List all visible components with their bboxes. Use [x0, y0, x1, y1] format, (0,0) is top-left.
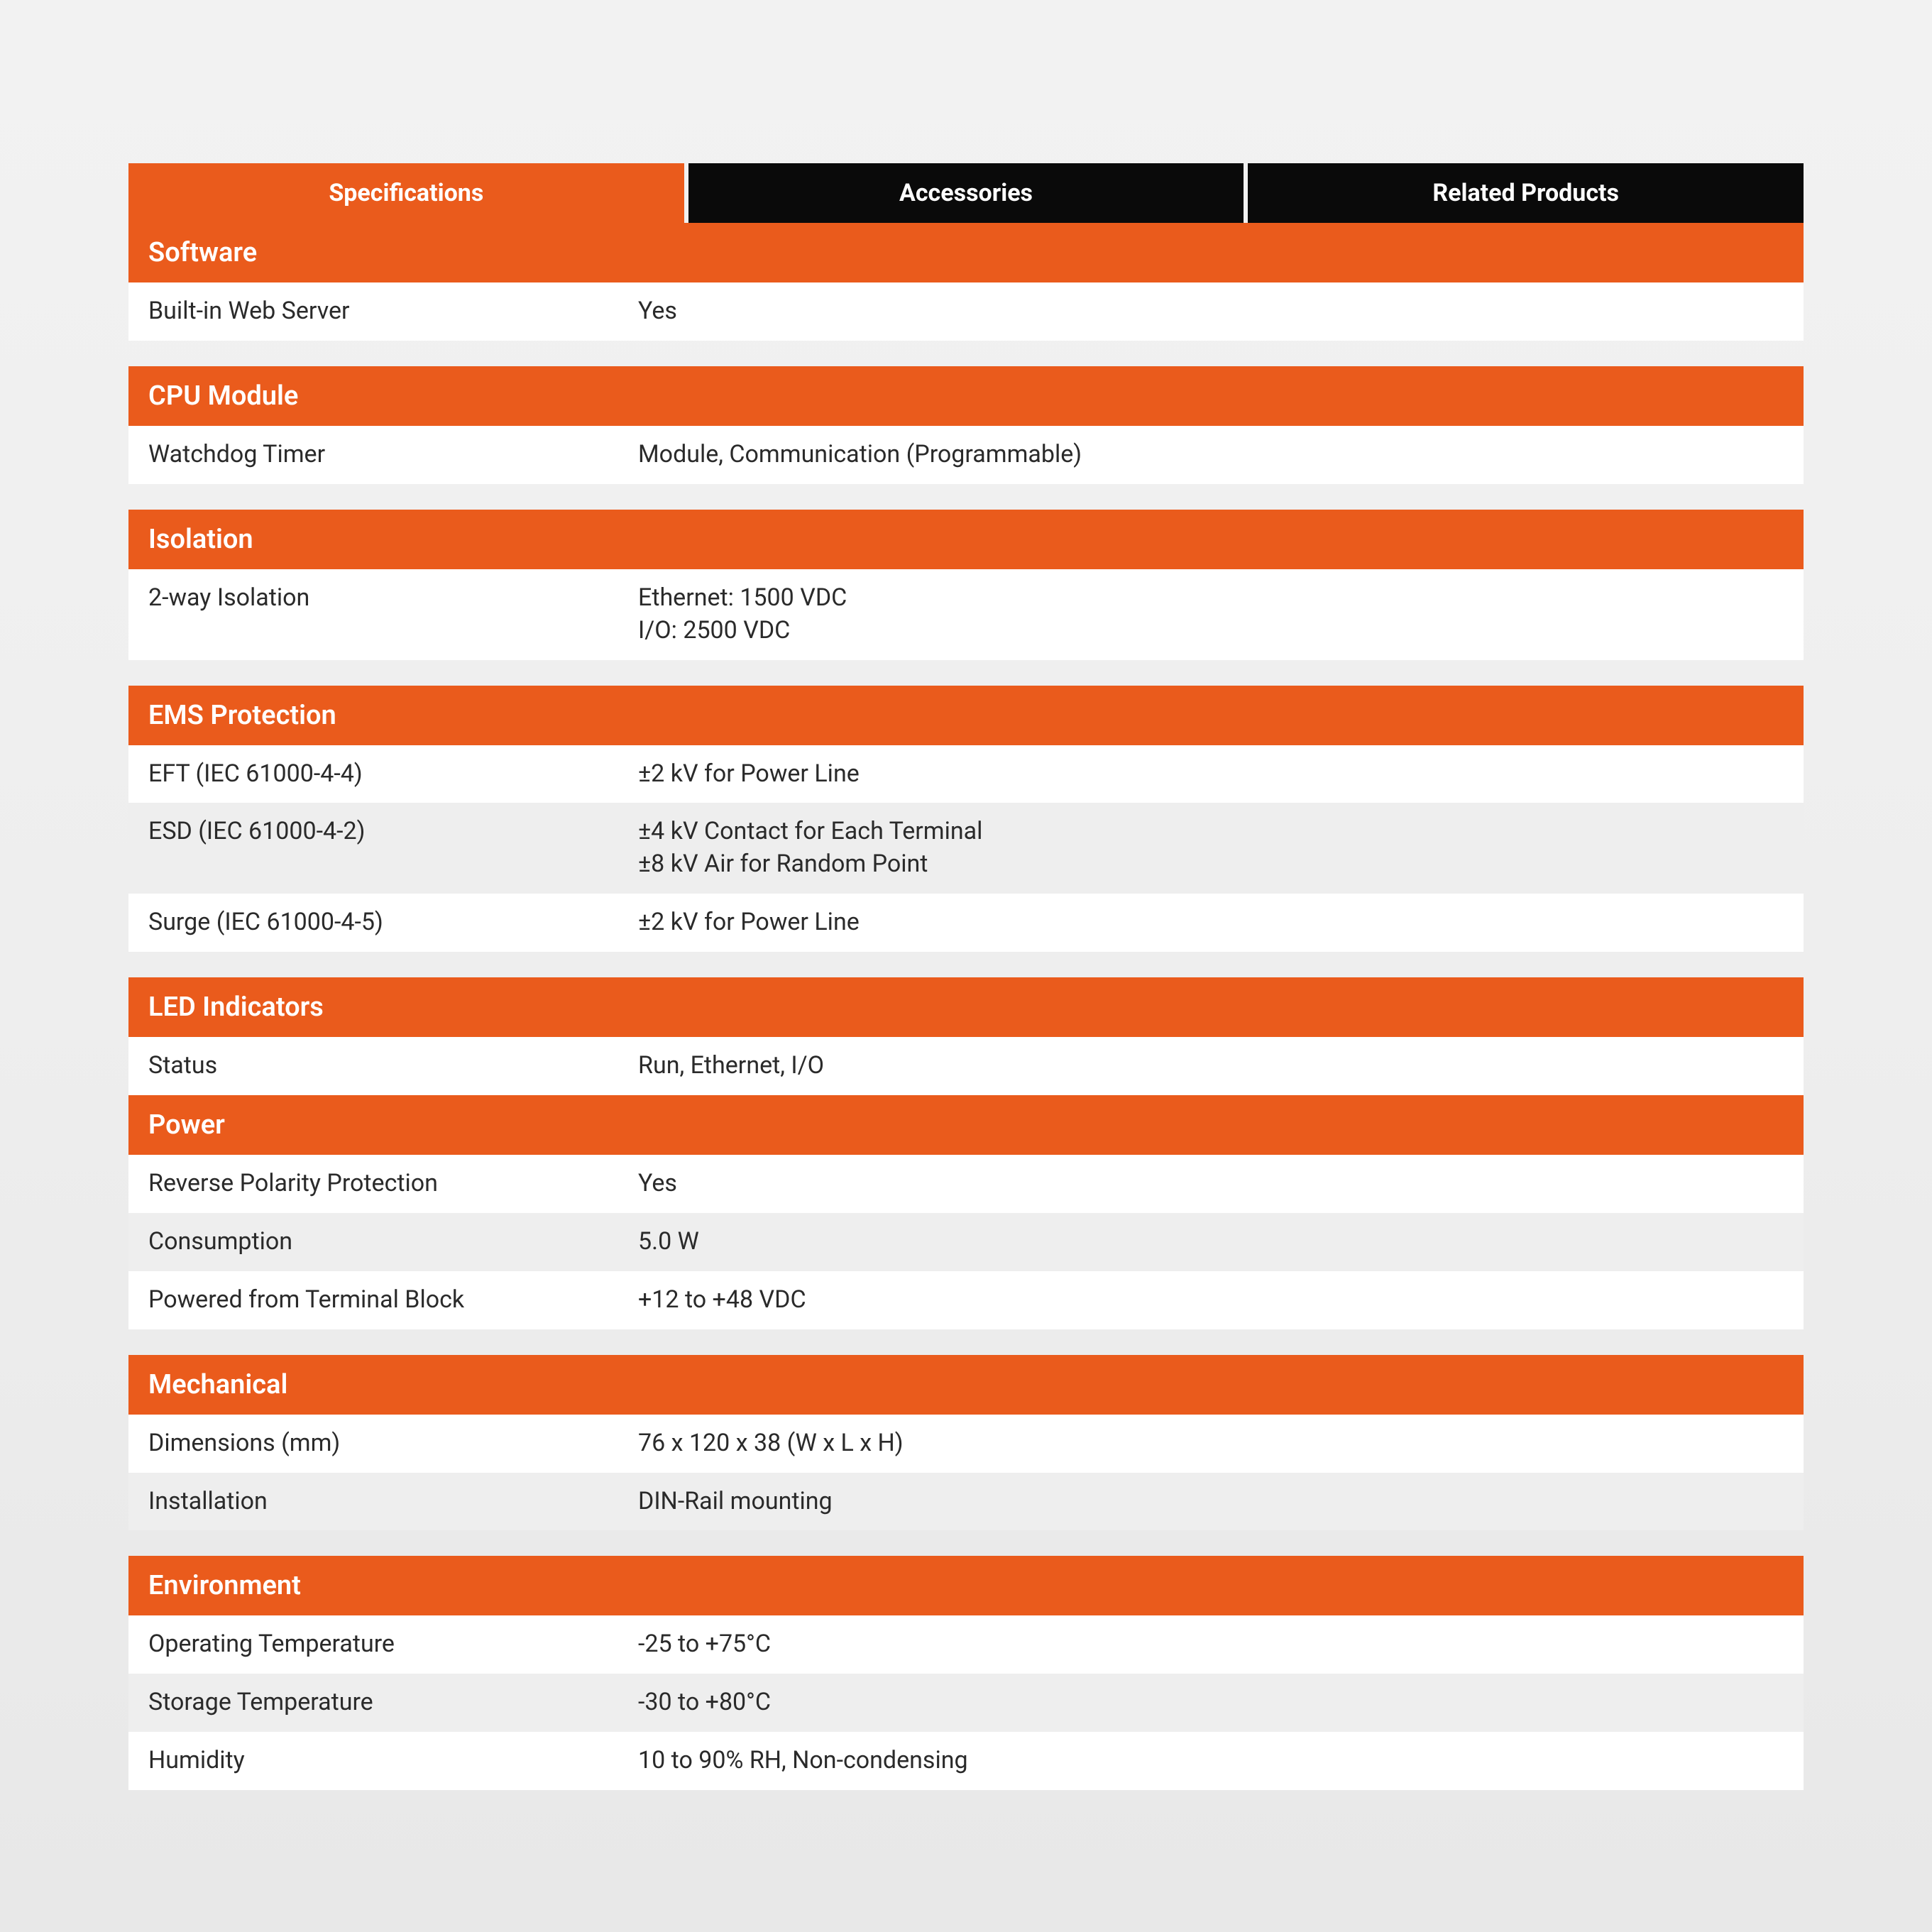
spec-label: Installation [148, 1486, 638, 1518]
spec-value: -30 to +80°C [638, 1686, 1784, 1719]
section-cpu-module: CPU Module Watchdog Timer Module, Commun… [128, 366, 1804, 484]
spec-label: Humidity [148, 1745, 638, 1777]
spec-value: DIN-Rail mounting [638, 1486, 1784, 1518]
section-isolation: Isolation 2-way Isolation Ethernet: 1500… [128, 510, 1804, 660]
spec-value: -25 to +75°C [638, 1628, 1784, 1661]
spec-label: Surge (IEC 61000-4-5) [148, 906, 638, 939]
spec-container: Specifications Accessories Related Produ… [128, 0, 1804, 1790]
tab-bar: Specifications Accessories Related Produ… [128, 163, 1804, 223]
spec-value: ±2 kV for Power Line [638, 906, 1784, 939]
spec-value: 10 to 90% RH, Non-condensing [638, 1745, 1784, 1777]
section-power: Power Reverse Polarity Protection Yes Co… [128, 1095, 1804, 1329]
spec-value: Run, Ethernet, I/O [638, 1050, 1784, 1082]
spec-value: ±4 kV Contact for Each Terminal ±8 kV Ai… [638, 816, 1784, 881]
spec-row: Dimensions (mm) 76 x 120 x 38 (W x L x H… [128, 1415, 1804, 1473]
spec-row: ESD (IEC 61000-4-2) ±4 kV Contact for Ea… [128, 803, 1804, 894]
section-header: LED Indicators [128, 977, 1804, 1037]
section-header: Power [128, 1095, 1804, 1155]
spec-label: Watchdog Timer [148, 439, 638, 471]
section-mechanical: Mechanical Dimensions (mm) 76 x 120 x 38… [128, 1355, 1804, 1531]
section-header: CPU Module [128, 366, 1804, 426]
spec-row: Powered from Terminal Block +12 to +48 V… [128, 1271, 1804, 1329]
section-header: Environment [128, 1556, 1804, 1615]
tab-specifications[interactable]: Specifications [128, 163, 684, 223]
spec-value: Yes [638, 295, 1784, 328]
spec-value: Module, Communication (Programmable) [638, 439, 1784, 471]
spec-row: EFT (IEC 61000-4-4) ±2 kV for Power Line [128, 745, 1804, 803]
section-header: Software [128, 223, 1804, 282]
spec-value: Yes [638, 1168, 1784, 1200]
section-ems-protection: EMS Protection EFT (IEC 61000-4-4) ±2 kV… [128, 686, 1804, 953]
spec-row: Built-in Web Server Yes [128, 282, 1804, 341]
spec-label: Dimensions (mm) [148, 1427, 638, 1460]
spec-row: Reverse Polarity Protection Yes [128, 1155, 1804, 1213]
spec-value: ±2 kV for Power Line [638, 758, 1784, 791]
tab-accessories[interactable]: Accessories [688, 163, 1244, 223]
section-led-indicators: LED Indicators Status Run, Ethernet, I/O [128, 977, 1804, 1095]
spec-value: 5.0 W [638, 1226, 1784, 1258]
spec-row: Status Run, Ethernet, I/O [128, 1037, 1804, 1095]
spec-label: Built-in Web Server [148, 295, 638, 328]
spec-row: Installation DIN-Rail mounting [128, 1473, 1804, 1531]
spec-value: 76 x 120 x 38 (W x L x H) [638, 1427, 1784, 1460]
spec-label: Storage Temperature [148, 1686, 638, 1719]
section-header: Isolation [128, 510, 1804, 569]
spec-label: ESD (IEC 61000-4-2) [148, 816, 638, 881]
spec-label: Status [148, 1050, 638, 1082]
spec-label: Consumption [148, 1226, 638, 1258]
section-header: Mechanical [128, 1355, 1804, 1415]
spec-row: 2-way Isolation Ethernet: 1500 VDC I/O: … [128, 569, 1804, 660]
section-environment: Environment Operating Temperature -25 to… [128, 1556, 1804, 1790]
spec-label: 2-way Isolation [148, 582, 638, 647]
spec-label: Reverse Polarity Protection [148, 1168, 638, 1200]
section-header: EMS Protection [128, 686, 1804, 745]
spec-row: Consumption 5.0 W [128, 1213, 1804, 1271]
spec-row: Surge (IEC 61000-4-5) ±2 kV for Power Li… [128, 894, 1804, 952]
spec-row: Operating Temperature -25 to +75°C [128, 1615, 1804, 1674]
spec-label: Operating Temperature [148, 1628, 638, 1661]
spec-label: Powered from Terminal Block [148, 1284, 638, 1317]
spec-row: Humidity 10 to 90% RH, Non-condensing [128, 1732, 1804, 1790]
spec-row: Watchdog Timer Module, Communication (Pr… [128, 426, 1804, 484]
tab-related-products[interactable]: Related Products [1248, 163, 1804, 223]
spec-value: +12 to +48 VDC [638, 1284, 1784, 1317]
spec-value: Ethernet: 1500 VDC I/O: 2500 VDC [638, 582, 1784, 647]
spec-row: Storage Temperature -30 to +80°C [128, 1674, 1804, 1732]
spec-label: EFT (IEC 61000-4-4) [148, 758, 638, 791]
section-software: Software Built-in Web Server Yes [128, 223, 1804, 341]
